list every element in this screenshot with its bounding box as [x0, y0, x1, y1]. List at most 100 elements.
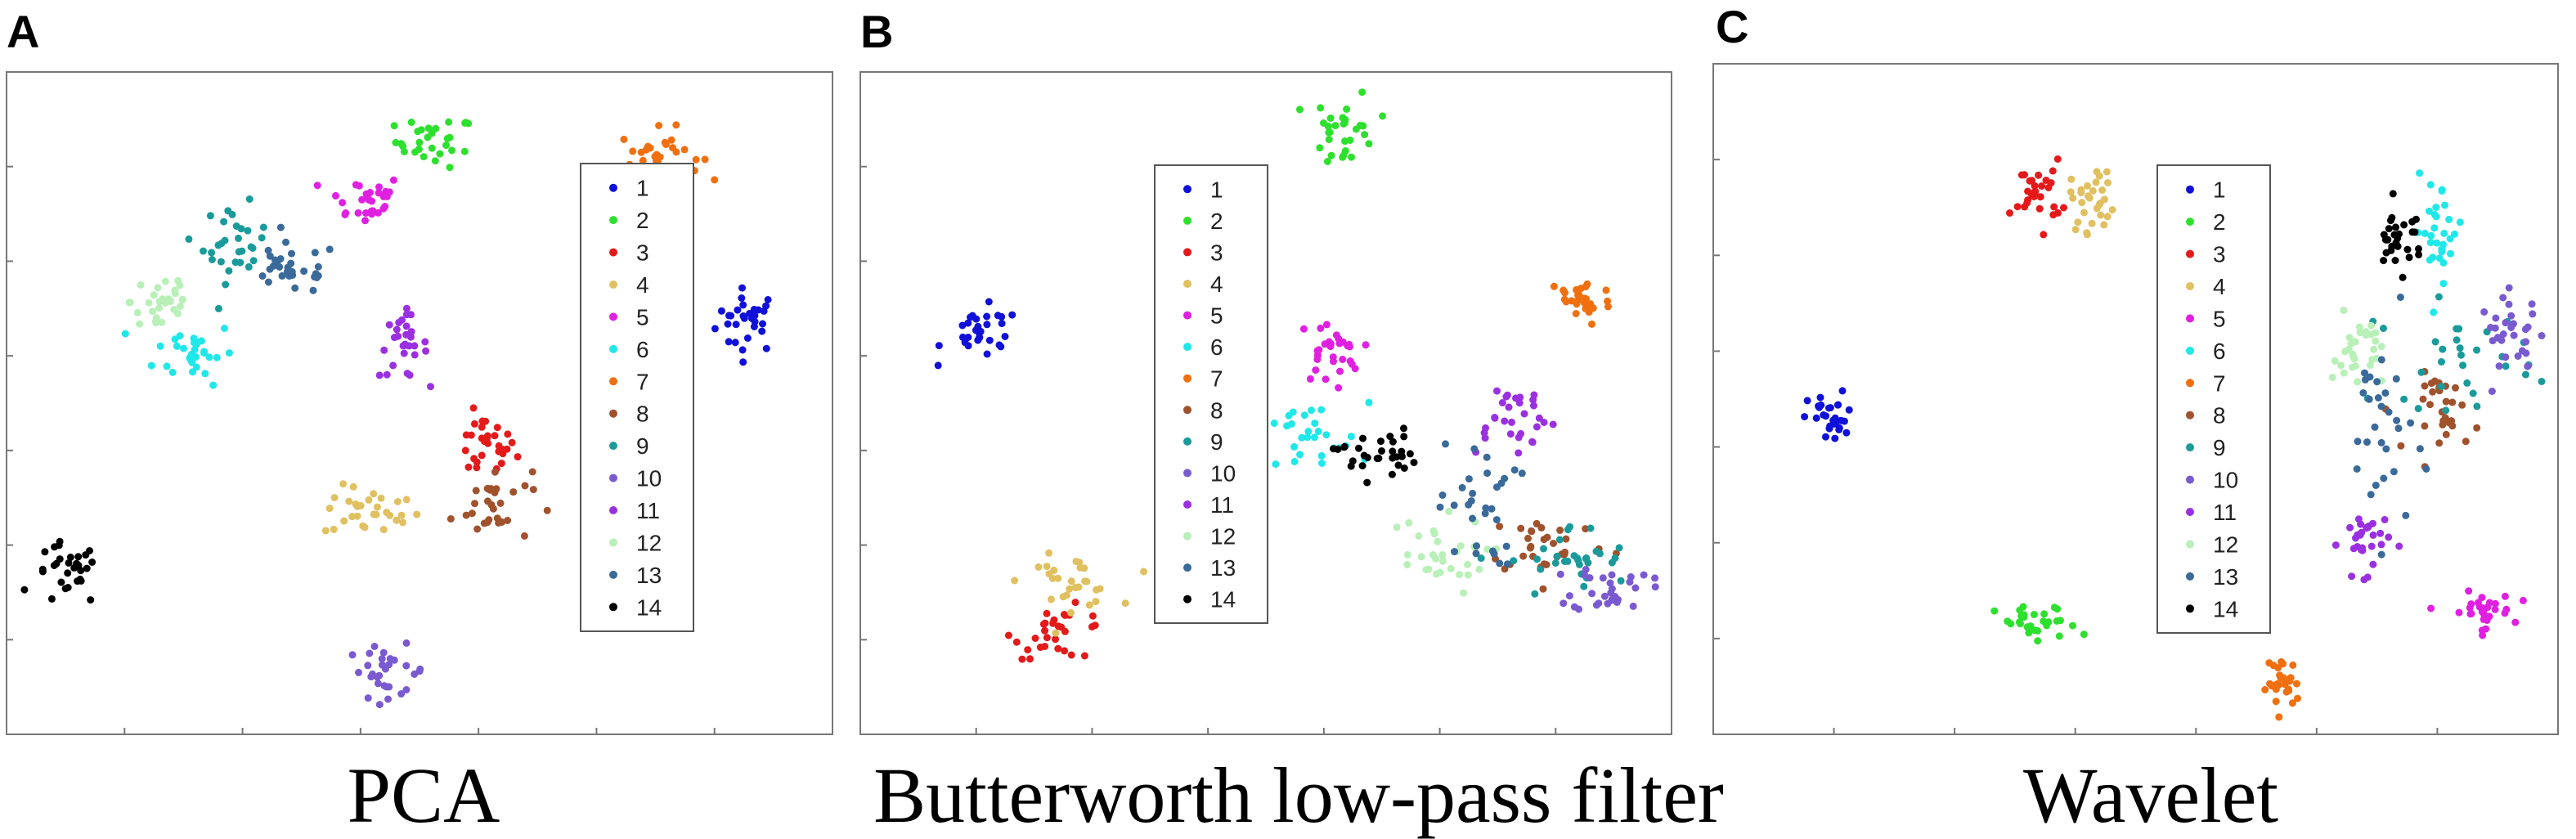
point: [1083, 577, 1091, 586]
point: [1586, 574, 1594, 582]
cluster-8: [2381, 367, 2481, 471]
point: [2421, 422, 2429, 430]
legend-marker: [2186, 508, 2194, 516]
point: [2502, 353, 2510, 361]
legend-marker: [2186, 249, 2194, 258]
point: [397, 140, 406, 148]
point: [390, 122, 398, 130]
point: [2438, 358, 2445, 366]
point: [1631, 584, 1640, 592]
point: [2374, 394, 2382, 402]
point: [353, 502, 361, 510]
point: [288, 249, 295, 258]
point: [1378, 447, 1385, 455]
point: [1585, 308, 1593, 316]
legend-marker: [1183, 500, 1192, 509]
point: [1606, 579, 1614, 587]
point: [421, 338, 429, 346]
point: [2388, 242, 2396, 250]
point: [176, 303, 184, 311]
point: [2103, 213, 2112, 221]
cluster-10: [1556, 566, 1659, 613]
point: [2426, 181, 2435, 189]
point: [2414, 405, 2422, 413]
point: [214, 304, 222, 312]
point: [2507, 312, 2515, 320]
point: [2522, 338, 2530, 346]
point: [2049, 167, 2057, 175]
point: [1080, 652, 1088, 660]
point: [2501, 592, 2509, 600]
point: [379, 526, 388, 534]
point: [325, 245, 334, 253]
cluster-13: [1436, 440, 1526, 568]
cluster-7: [2261, 657, 2301, 721]
point: [739, 312, 747, 320]
point: [461, 446, 469, 455]
point: [2426, 239, 2435, 247]
point: [2069, 194, 2077, 202]
point: [504, 430, 512, 438]
point: [2104, 179, 2112, 186]
point: [2466, 603, 2474, 612]
point: [2437, 383, 2445, 391]
point: [2397, 442, 2405, 450]
point: [2499, 330, 2507, 338]
point: [2405, 253, 2413, 262]
point: [1553, 552, 1561, 560]
point: [1515, 449, 1523, 457]
point: [2491, 605, 2499, 613]
legend-label: 10: [2213, 468, 2238, 493]
point: [2272, 698, 2280, 706]
point: [935, 342, 943, 350]
point: [2453, 336, 2461, 344]
point: [2402, 511, 2410, 519]
point: [1580, 298, 1588, 307]
point: [985, 336, 994, 344]
point: [332, 191, 339, 200]
cluster-1: [1801, 387, 1853, 442]
point: [1505, 403, 1513, 411]
legend-marker: [2186, 346, 2194, 355]
point: [1530, 391, 1538, 399]
point: [446, 133, 454, 141]
point: [2507, 324, 2515, 331]
legend-label: 1: [2213, 177, 2226, 203]
point: [192, 363, 200, 371]
point: [1400, 433, 1408, 441]
point: [2367, 542, 2376, 550]
point: [2451, 230, 2458, 238]
point: [406, 371, 414, 379]
point: [478, 451, 486, 460]
point: [491, 468, 499, 476]
point: [1304, 428, 1313, 436]
point: [2435, 293, 2443, 301]
point: [74, 553, 83, 561]
point: [1516, 393, 1524, 402]
point: [1043, 563, 1051, 571]
legend-marker: [1183, 437, 1192, 446]
point: [711, 325, 719, 333]
point: [2361, 369, 2368, 377]
point: [365, 496, 373, 504]
point: [2269, 662, 2278, 670]
legend-label: 2: [1210, 209, 1223, 234]
point: [1822, 433, 1829, 441]
legend-label: 6: [1210, 334, 1223, 360]
point: [2369, 531, 2377, 539]
point: [1041, 626, 1049, 635]
point: [2382, 236, 2390, 244]
point: [961, 339, 969, 347]
point: [483, 432, 491, 440]
point: [543, 506, 551, 514]
point: [1092, 598, 1100, 606]
point: [2441, 201, 2449, 209]
point: [743, 334, 752, 342]
point: [2439, 345, 2447, 353]
point: [345, 497, 353, 505]
legend-marker: [2186, 185, 2194, 194]
point: [1483, 453, 1491, 461]
